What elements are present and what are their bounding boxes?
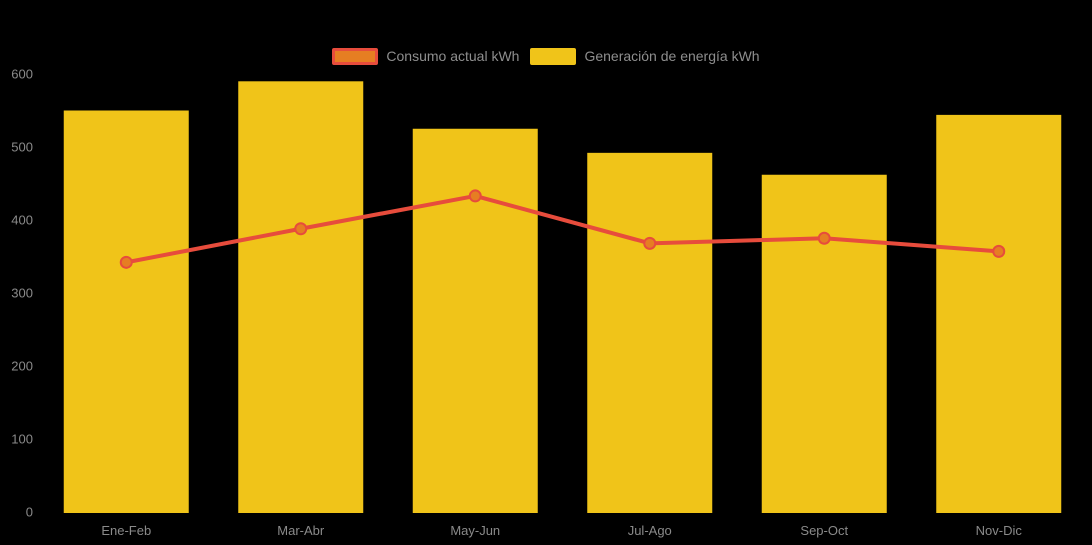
line-point-may-jun[interactable] bbox=[468, 189, 482, 203]
legend-label-generacion: Generación de energía kWh bbox=[584, 48, 760, 64]
bar-generacion-nov-dic[interactable] bbox=[936, 114, 1062, 513]
line-consumo bbox=[124, 193, 1001, 265]
y-axis-tick-600: 600 bbox=[11, 67, 33, 82]
chart-legend: Consumo actual kWh Generación de energía… bbox=[0, 48, 1092, 65]
x-axis-label-sep-oct: Sep-Oct bbox=[800, 523, 848, 538]
legend-item-consumo[interactable]: Consumo actual kWh bbox=[332, 48, 519, 65]
bar-generacion-ene-feb[interactable] bbox=[63, 110, 189, 514]
bar-generacion-may-jun[interactable] bbox=[412, 128, 538, 513]
x-axis-label-nov-dic: Nov-Dic bbox=[976, 523, 1023, 538]
y-axis-tick-0: 0 bbox=[26, 505, 33, 520]
x-axis-label-may-jun: May-Jun bbox=[450, 523, 500, 538]
y-axis-tick-300: 300 bbox=[11, 286, 33, 301]
legend-item-generacion[interactable]: Generación de energía kWh bbox=[530, 48, 760, 65]
x-axis-label-jul-ago: Jul-Ago bbox=[628, 523, 672, 538]
line-point-sep-oct[interactable] bbox=[817, 231, 831, 245]
legend-label-consumo: Consumo actual kWh bbox=[386, 48, 520, 64]
y-axis-tick-500: 500 bbox=[11, 140, 33, 155]
x-axis-label-ene-feb: Ene-Feb bbox=[101, 523, 151, 538]
y-axis-tick-400: 400 bbox=[11, 213, 33, 228]
bar-generacion-mar-abr[interactable] bbox=[238, 81, 364, 514]
y-axis-tick-200: 200 bbox=[11, 359, 33, 374]
line-point-ene-feb[interactable] bbox=[119, 255, 133, 269]
legend-swatch-generacion-icon bbox=[530, 48, 577, 65]
line-point-mar-abr[interactable] bbox=[294, 222, 308, 236]
legend-swatch-consumo-icon bbox=[332, 48, 379, 65]
line-point-jul-ago[interactable] bbox=[643, 236, 657, 250]
x-axis-label-mar-abr: Mar-Abr bbox=[277, 523, 325, 538]
y-axis-tick-100: 100 bbox=[11, 432, 33, 447]
bar-generacion-sep-oct[interactable] bbox=[761, 174, 887, 514]
line-point-nov-dic[interactable] bbox=[992, 244, 1006, 258]
bar-generacion-jul-ago[interactable] bbox=[587, 152, 713, 513]
